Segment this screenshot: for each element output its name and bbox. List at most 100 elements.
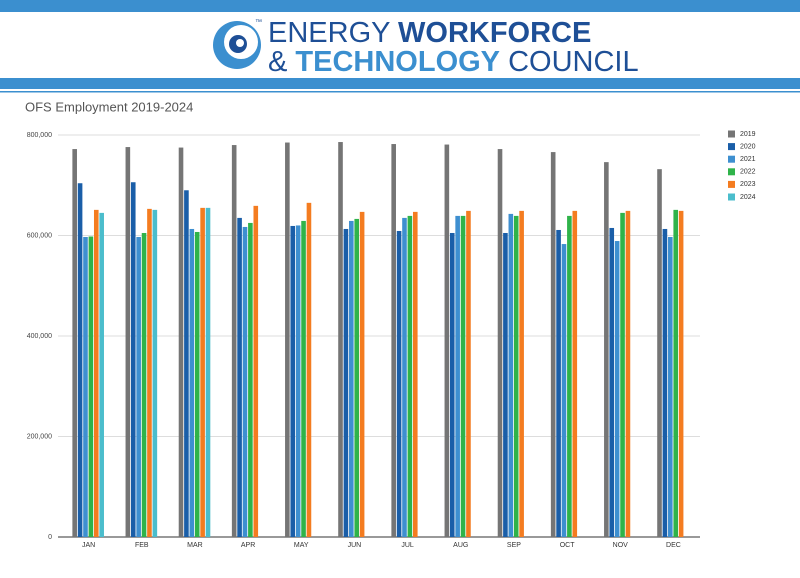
bar	[508, 213, 514, 537]
y-tick-label: 600,000	[27, 232, 52, 239]
x-tick-label: MAR	[187, 542, 203, 549]
bar	[349, 220, 354, 538]
plot: 0 200,000 400,000 600,000 800,000 JAN FEB MAR AP…	[27, 130, 756, 549]
bar	[391, 144, 396, 538]
bar	[290, 225, 296, 537]
bar	[231, 145, 237, 538]
chart-title: OFS Employment 2019-2024	[25, 99, 193, 114]
legend-label: 2023	[740, 181, 756, 188]
y-tick-label: 800,000	[27, 132, 52, 139]
logo-line1: ENERGY WORKFORCE	[268, 17, 591, 49]
bar	[620, 212, 625, 537]
bar	[343, 228, 349, 537]
bar	[668, 237, 673, 537]
bar	[83, 237, 88, 537]
logo-word: ENERGY	[268, 17, 390, 49]
logo-word: &	[268, 46, 295, 78]
bar	[513, 215, 519, 537]
bar	[184, 190, 189, 537]
logo-word: TECHNOLOGY	[295, 46, 500, 78]
x-tick-label: FEB	[135, 542, 149, 549]
bar	[402, 217, 407, 537]
bar	[604, 162, 609, 537]
bar	[614, 241, 620, 537]
logo-word: COUNCIL	[508, 46, 639, 78]
bar	[152, 209, 158, 537]
bar	[412, 211, 418, 537]
bar	[253, 205, 259, 538]
bar	[519, 210, 524, 537]
bar	[130, 182, 136, 538]
y-tick-label: 0	[48, 534, 52, 541]
bar	[99, 212, 104, 537]
bar	[88, 236, 94, 537]
bar	[200, 207, 205, 538]
trademark: ™	[255, 19, 262, 26]
bar	[572, 210, 578, 537]
bar	[194, 231, 200, 538]
y-tick-label: 400,000	[27, 333, 52, 340]
legend-swatch	[728, 130, 735, 138]
legend-label: 2024	[740, 194, 756, 201]
logo-word: WORKFORCE	[398, 17, 591, 49]
y-tick-label: 200,000	[27, 433, 52, 440]
bar	[460, 215, 466, 537]
x-tick-label: JAN	[82, 542, 95, 549]
logo-line2: & TECHNOLOGY COUNCIL	[268, 46, 639, 78]
bar	[550, 152, 556, 537]
bar	[567, 215, 572, 537]
legend-swatch	[728, 155, 735, 163]
legend-swatch	[728, 180, 735, 188]
bar	[338, 142, 343, 537]
bar	[678, 210, 684, 537]
bar	[125, 147, 131, 537]
bar	[242, 226, 248, 537]
bar	[444, 144, 450, 538]
bar	[466, 210, 471, 537]
x-tick-label: JUL	[401, 542, 414, 549]
bar	[359, 211, 365, 537]
bar	[295, 225, 301, 537]
top-band	[0, 0, 800, 12]
bar	[77, 183, 83, 538]
legend-label: 2022	[740, 169, 756, 176]
bar	[673, 209, 679, 537]
bar	[248, 222, 253, 537]
legend-label: 2020	[740, 143, 756, 150]
bar	[609, 227, 615, 537]
bar	[285, 142, 290, 537]
bar	[301, 220, 306, 538]
bar	[72, 149, 77, 537]
bar	[449, 232, 455, 538]
logo-mark	[213, 21, 261, 69]
bar	[147, 208, 152, 537]
x-tick-label: DEC	[666, 542, 681, 549]
legend-swatch	[728, 193, 735, 201]
bar	[354, 218, 360, 538]
bar	[396, 230, 402, 538]
legend-swatch	[728, 143, 735, 151]
bar	[657, 169, 662, 538]
bar	[503, 232, 508, 538]
bar	[136, 237, 141, 537]
x-tick-label: MAY	[294, 542, 309, 549]
bar	[556, 229, 561, 537]
legend-label: 2019	[740, 131, 756, 138]
x-tick-label: AUG	[453, 542, 468, 549]
bar	[455, 215, 460, 537]
x-tick-label: APR	[241, 542, 255, 549]
bar	[662, 228, 668, 537]
bar	[625, 210, 631, 537]
thin-band	[0, 91, 800, 93]
x-tick-label: OCT	[560, 542, 576, 549]
bar	[237, 217, 242, 537]
x-tick-label: NOV	[613, 542, 629, 549]
bar	[407, 215, 413, 537]
legend-swatch	[728, 168, 735, 176]
bar	[497, 149, 503, 537]
legend-label: 2021	[740, 156, 756, 163]
bar	[561, 244, 567, 538]
bar	[205, 207, 211, 538]
